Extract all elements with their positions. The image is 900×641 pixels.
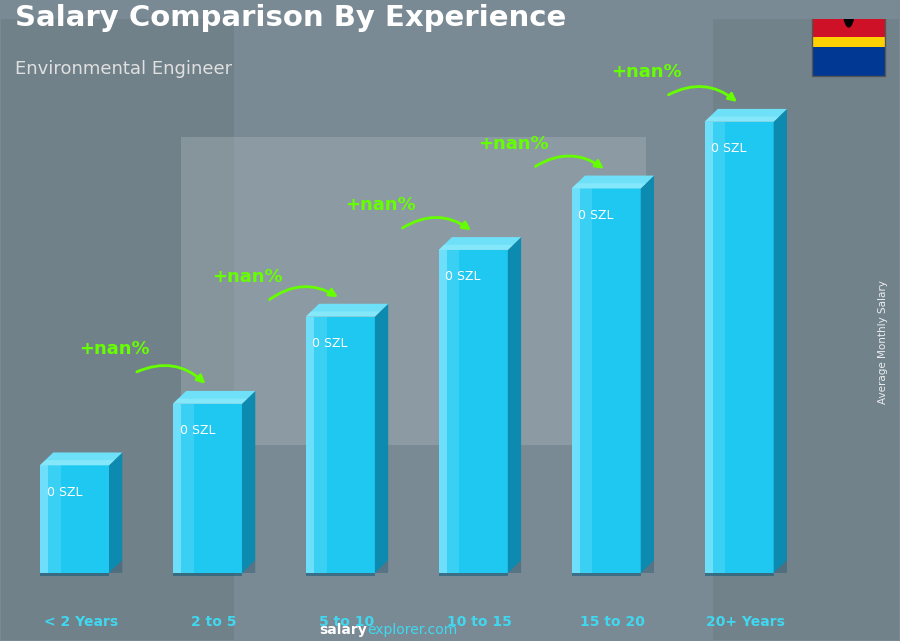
Polygon shape (641, 176, 654, 573)
Text: 0 SZL: 0 SZL (446, 271, 481, 283)
Polygon shape (438, 250, 508, 573)
Text: +nan%: +nan% (79, 340, 149, 358)
Polygon shape (572, 188, 641, 573)
Text: +nan%: +nan% (478, 135, 548, 153)
Polygon shape (572, 560, 654, 573)
Polygon shape (306, 312, 380, 317)
Polygon shape (49, 465, 60, 573)
Polygon shape (572, 176, 654, 188)
Polygon shape (713, 19, 898, 640)
Text: 20+ Years: 20+ Years (706, 615, 785, 629)
Polygon shape (40, 573, 109, 576)
Polygon shape (447, 250, 459, 573)
Text: Environmental Engineer: Environmental Engineer (14, 60, 232, 78)
Polygon shape (40, 465, 109, 573)
Polygon shape (438, 237, 521, 250)
Polygon shape (508, 237, 521, 573)
Polygon shape (438, 250, 447, 573)
Polygon shape (173, 391, 256, 404)
Polygon shape (40, 453, 122, 465)
Polygon shape (705, 560, 787, 573)
Polygon shape (181, 137, 646, 445)
Polygon shape (173, 404, 242, 573)
Polygon shape (438, 245, 513, 250)
Polygon shape (580, 188, 592, 573)
Text: 5 to 10: 5 to 10 (320, 615, 374, 629)
Polygon shape (375, 304, 388, 573)
Polygon shape (705, 117, 779, 122)
Polygon shape (705, 109, 787, 122)
Text: explorer.com: explorer.com (367, 623, 457, 637)
Text: salary: salary (320, 623, 367, 637)
Polygon shape (306, 560, 388, 573)
Text: 10 to 15: 10 to 15 (447, 615, 512, 629)
Polygon shape (705, 122, 713, 573)
Text: +nan%: +nan% (212, 268, 283, 286)
Polygon shape (812, 37, 886, 47)
Text: 0 SZL: 0 SZL (312, 337, 348, 350)
Polygon shape (572, 183, 646, 188)
Polygon shape (812, 0, 886, 37)
Polygon shape (572, 573, 641, 576)
Text: Average Monthly Salary: Average Monthly Salary (878, 280, 887, 404)
Polygon shape (306, 304, 388, 317)
Polygon shape (173, 404, 181, 573)
Polygon shape (173, 573, 242, 576)
Text: 0 SZL: 0 SZL (179, 424, 215, 437)
Circle shape (845, 0, 852, 17)
Text: Salary Comparison By Experience: Salary Comparison By Experience (14, 4, 566, 32)
Polygon shape (40, 460, 114, 465)
Polygon shape (713, 122, 725, 573)
Polygon shape (774, 109, 787, 573)
Polygon shape (306, 573, 375, 576)
Polygon shape (40, 560, 122, 573)
Polygon shape (438, 560, 521, 573)
Polygon shape (306, 317, 314, 573)
Text: +nan%: +nan% (345, 196, 416, 214)
Text: 0 SZL: 0 SZL (579, 209, 614, 222)
Polygon shape (181, 404, 194, 573)
Text: 2 to 5: 2 to 5 (192, 615, 237, 629)
Text: 0 SZL: 0 SZL (47, 486, 82, 499)
Polygon shape (2, 19, 234, 640)
Polygon shape (40, 465, 49, 573)
Polygon shape (812, 47, 886, 76)
Polygon shape (705, 573, 774, 576)
Polygon shape (572, 188, 580, 573)
Polygon shape (705, 122, 774, 573)
Circle shape (842, 0, 855, 27)
Polygon shape (173, 560, 256, 573)
Polygon shape (173, 399, 248, 404)
Polygon shape (242, 391, 256, 573)
Text: < 2 Years: < 2 Years (44, 615, 118, 629)
Polygon shape (109, 453, 122, 573)
Polygon shape (306, 317, 375, 573)
Polygon shape (314, 317, 327, 573)
Text: +nan%: +nan% (611, 63, 681, 81)
Text: 15 to 20: 15 to 20 (580, 615, 645, 629)
Polygon shape (438, 573, 508, 576)
Text: 0 SZL: 0 SZL (711, 142, 747, 155)
